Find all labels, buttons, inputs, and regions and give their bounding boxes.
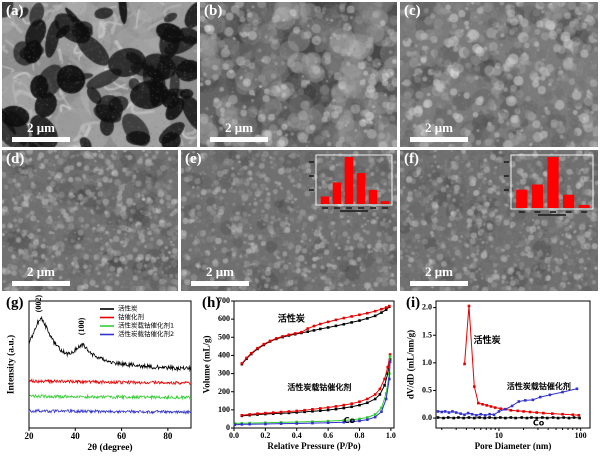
scale-bar-label: 2 μm	[27, 264, 55, 279]
scale-bar-e: 2 μm	[191, 265, 249, 286]
xrd-chart	[2, 294, 198, 457]
panel-label-e: (e)	[185, 151, 202, 167]
scale-bar-line	[410, 137, 468, 142]
particle-size-histogram-inset-e	[305, 152, 395, 214]
panel-label-a: (a)	[6, 3, 24, 19]
sem-image-c	[400, 2, 598, 147]
scale-bar-c: 2 μm	[410, 121, 468, 142]
histogram-e	[305, 152, 395, 214]
scale-bar-d: 2 μm	[12, 265, 70, 286]
sem-panel-c: (c) 2 μm	[400, 2, 598, 147]
sem-image-b	[200, 2, 397, 147]
scale-bar-label: 2 μm	[425, 264, 453, 279]
pore-distribution-chart-panel: (i)	[402, 294, 598, 457]
scale-bar-line	[210, 137, 268, 142]
panel-label-d: (d)	[6, 151, 25, 167]
scale-bar-line	[191, 281, 249, 286]
sem-panel-b: (b) 2 μm	[200, 2, 397, 147]
particle-size-histogram-inset-f	[500, 152, 596, 218]
isotherm-chart-panel: (h)	[198, 294, 402, 457]
adsorption-isotherm-chart	[198, 294, 402, 457]
pore-size-distribution-chart	[402, 294, 598, 457]
scale-bar-label: 2 μm	[425, 120, 453, 135]
panel-label-b: (b)	[204, 3, 223, 19]
sem-panel-d: (d) 2 μm	[2, 150, 178, 291]
scale-bar-line	[12, 281, 70, 286]
scale-bar-line	[12, 137, 70, 142]
panel-label-c: (c)	[404, 3, 421, 19]
scale-bar-label: 2 μm	[206, 264, 234, 279]
panel-label-i: (i)	[406, 295, 421, 311]
scale-bar-line	[410, 281, 468, 286]
scale-bar-label: 2 μm	[225, 120, 253, 135]
sem-panel-e: (e) 2 μm	[181, 150, 397, 291]
scale-bar-a: 2 μm	[12, 121, 70, 142]
xrd-chart-panel: (g)	[2, 294, 198, 457]
panel-label-g: (g)	[6, 295, 24, 311]
histogram-f	[500, 152, 596, 218]
sem-panel-a: (a) 2 μm	[2, 2, 197, 147]
panel-label-h: (h)	[202, 295, 221, 311]
scale-bar-b: 2 μm	[210, 121, 268, 142]
scale-bar-label: 2 μm	[27, 120, 55, 135]
panel-label-f: (f)	[404, 151, 419, 167]
scale-bar-f: 2 μm	[410, 265, 468, 286]
sem-panel-f: (f) 2 μm	[400, 150, 598, 291]
sem-image-d	[2, 150, 178, 291]
sem-image-a	[2, 2, 197, 147]
